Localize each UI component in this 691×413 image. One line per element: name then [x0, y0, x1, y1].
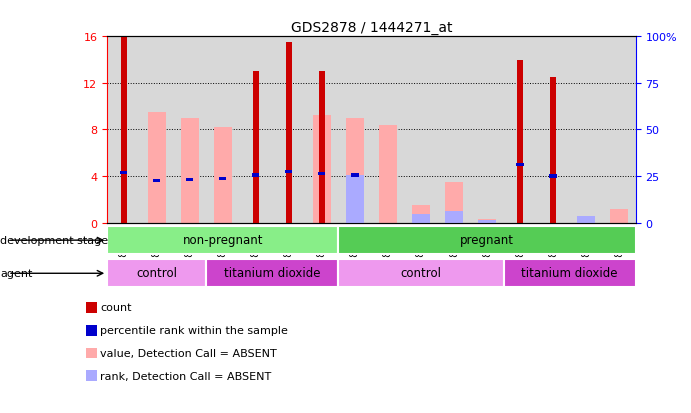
Bar: [412, 215, 430, 223]
Bar: [379, 126, 397, 223]
Text: non-pregnant: non-pregnant: [182, 233, 263, 247]
Bar: [412, 206, 430, 223]
Bar: [107, 227, 339, 254]
Text: value, Detection Call = ABSENT: value, Detection Call = ABSENT: [100, 348, 277, 358]
Bar: [148, 113, 166, 223]
Bar: [549, 175, 557, 178]
Bar: [346, 119, 364, 223]
Bar: [319, 173, 325, 176]
Bar: [516, 163, 524, 167]
Text: rank, Detection Call = ABSENT: rank, Detection Call = ABSENT: [100, 371, 272, 381]
Bar: [346, 176, 364, 223]
Bar: [186, 178, 193, 182]
Bar: [219, 177, 227, 180]
Text: percentile rank within the sample: percentile rank within the sample: [100, 325, 288, 335]
Bar: [285, 170, 292, 173]
Bar: [121, 37, 126, 223]
Bar: [478, 221, 496, 223]
Bar: [351, 173, 359, 177]
Text: titanium dioxide: titanium dioxide: [522, 266, 618, 280]
Bar: [339, 227, 636, 254]
Text: development stage: development stage: [0, 235, 108, 246]
Text: titanium dioxide: titanium dioxide: [224, 266, 321, 280]
Bar: [206, 260, 339, 287]
Bar: [319, 72, 325, 223]
Bar: [180, 119, 199, 223]
Bar: [286, 43, 292, 223]
Text: pregnant: pregnant: [460, 233, 514, 247]
Bar: [153, 180, 160, 183]
Text: count: count: [100, 303, 132, 313]
Text: agent: agent: [0, 268, 32, 279]
Bar: [253, 72, 258, 223]
Bar: [445, 211, 463, 223]
Bar: [252, 173, 259, 177]
Bar: [504, 260, 636, 287]
Bar: [445, 183, 463, 223]
Text: control: control: [136, 266, 177, 280]
Bar: [610, 209, 628, 223]
Title: GDS2878 / 1444271_at: GDS2878 / 1444271_at: [291, 21, 452, 35]
Bar: [120, 171, 127, 175]
Text: control: control: [401, 266, 442, 280]
Bar: [339, 260, 504, 287]
Bar: [313, 116, 331, 223]
Bar: [517, 60, 523, 223]
Bar: [214, 128, 231, 223]
Bar: [577, 216, 595, 223]
Bar: [478, 220, 496, 223]
Bar: [107, 260, 206, 287]
Bar: [550, 78, 556, 223]
